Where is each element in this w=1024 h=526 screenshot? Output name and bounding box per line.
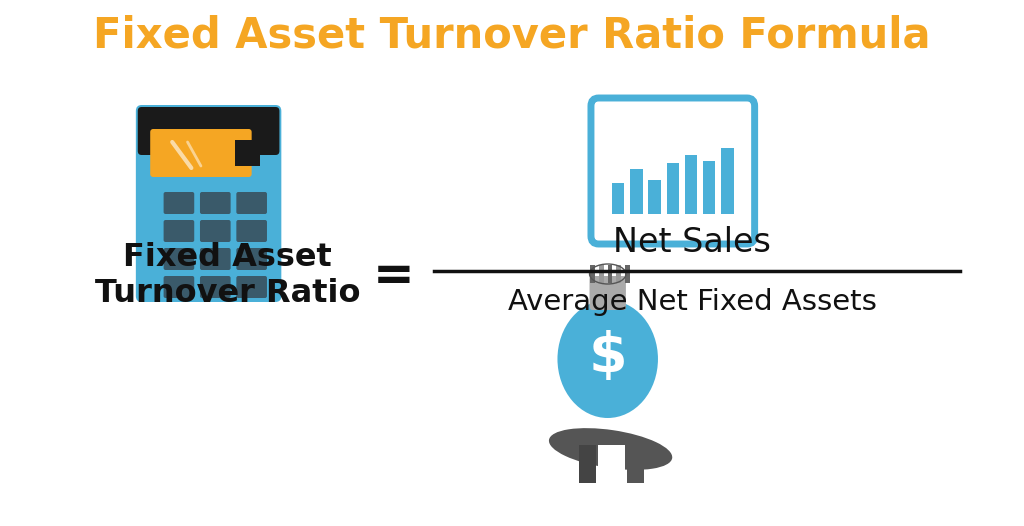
FancyBboxPatch shape	[237, 276, 267, 298]
Bar	[721, 148, 733, 214]
FancyBboxPatch shape	[136, 105, 282, 302]
FancyBboxPatch shape	[200, 220, 230, 242]
Bar	[607, 265, 612, 283]
Text: $: $	[589, 330, 627, 384]
Text: =: =	[373, 252, 414, 300]
Text: Fixed Asset: Fixed Asset	[123, 242, 332, 274]
FancyBboxPatch shape	[164, 276, 195, 298]
Ellipse shape	[549, 428, 672, 470]
FancyBboxPatch shape	[138, 107, 280, 155]
Bar	[616, 265, 622, 283]
Text: Turnover Ratio: Turnover Ratio	[95, 278, 360, 309]
FancyBboxPatch shape	[200, 192, 230, 214]
Ellipse shape	[557, 300, 658, 418]
FancyBboxPatch shape	[590, 276, 626, 310]
Bar	[630, 169, 643, 214]
FancyBboxPatch shape	[237, 220, 267, 242]
Bar	[648, 179, 660, 214]
FancyBboxPatch shape	[237, 248, 267, 270]
Text: Net Sales: Net Sales	[613, 227, 771, 259]
Bar	[591, 265, 595, 283]
Text: Fixed Asset Turnover Ratio Formula: Fixed Asset Turnover Ratio Formula	[93, 15, 931, 57]
Bar	[579, 445, 596, 483]
Bar	[236, 140, 260, 166]
Text: Average Net Fixed Assets: Average Net Fixed Assets	[508, 288, 877, 316]
FancyBboxPatch shape	[138, 112, 280, 155]
Bar	[685, 155, 697, 214]
FancyBboxPatch shape	[200, 276, 230, 298]
Bar	[667, 163, 679, 214]
Bar	[702, 161, 716, 214]
Bar	[612, 183, 625, 214]
FancyBboxPatch shape	[164, 192, 195, 214]
FancyBboxPatch shape	[591, 98, 755, 244]
Bar	[625, 265, 630, 283]
Bar	[627, 445, 644, 483]
FancyBboxPatch shape	[237, 192, 267, 214]
FancyBboxPatch shape	[151, 129, 252, 177]
FancyBboxPatch shape	[164, 248, 195, 270]
Bar	[599, 265, 604, 283]
Bar	[598, 445, 625, 479]
FancyBboxPatch shape	[200, 248, 230, 270]
FancyBboxPatch shape	[164, 220, 195, 242]
